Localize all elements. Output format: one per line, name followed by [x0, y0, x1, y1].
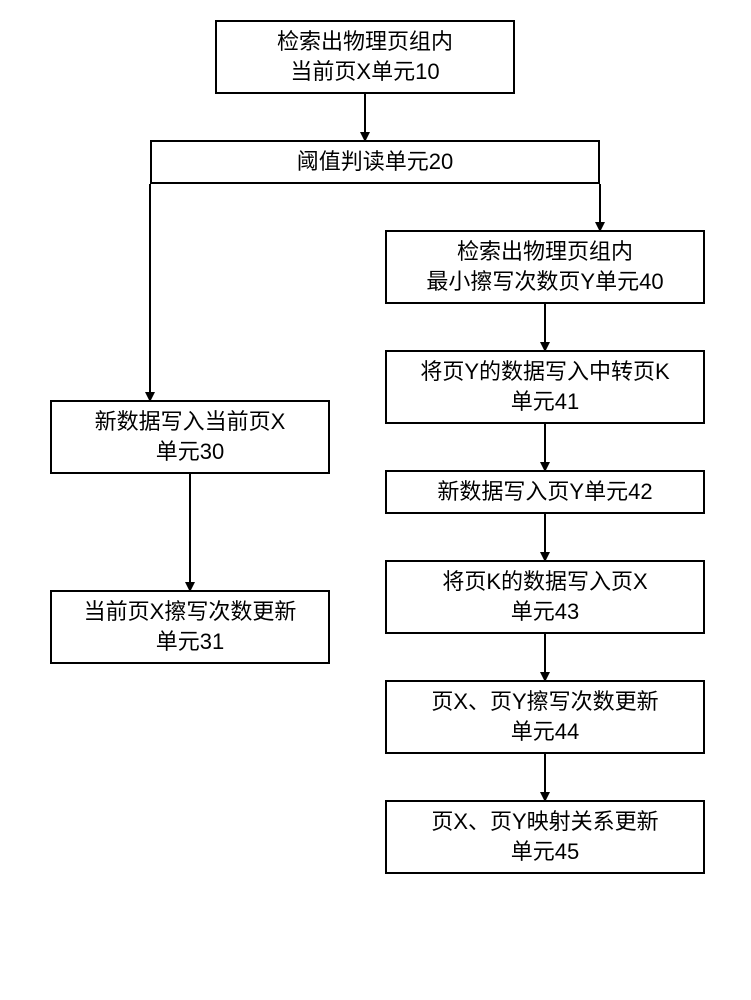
flowchart-canvas: 检索出物理页组内 当前页X单元10 阈值判读单元20 检索出物理页组内 最小擦写次数… [0, 0, 751, 1000]
node-n30: 新数据写入当前页X 单元30 [50, 400, 330, 474]
node-n42: 新数据写入页Y单元42 [385, 470, 705, 514]
node-label: 页X、页Y擦写次数更新 单元44 [431, 687, 658, 746]
node-n41: 将页Y的数据写入中转页K 单元41 [385, 350, 705, 424]
node-label: 阈值判读单元20 [297, 147, 453, 177]
node-n43: 将页K的数据写入页X 单元43 [385, 560, 705, 634]
node-n31: 当前页X擦写次数更新 单元31 [50, 590, 330, 664]
node-n20: 阈值判读单元20 [150, 140, 600, 184]
node-n44: 页X、页Y擦写次数更新 单元44 [385, 680, 705, 754]
node-label: 新数据写入页Y单元42 [437, 477, 652, 507]
node-n40: 检索出物理页组内 最小擦写次数页Y单元40 [385, 230, 705, 304]
node-label: 当前页X擦写次数更新 单元31 [84, 597, 297, 656]
node-label: 检索出物理页组内 当前页X单元10 [277, 27, 453, 86]
node-label: 新数据写入当前页X 单元30 [95, 407, 286, 466]
node-label: 将页Y的数据写入中转页K 单元41 [420, 357, 669, 416]
node-n45: 页X、页Y映射关系更新 单元45 [385, 800, 705, 874]
node-label: 检索出物理页组内 最小擦写次数页Y单元40 [426, 237, 663, 296]
node-label: 将页K的数据写入页X 单元43 [442, 567, 647, 626]
node-n10: 检索出物理页组内 当前页X单元10 [215, 20, 515, 94]
node-label: 页X、页Y映射关系更新 单元45 [431, 807, 658, 866]
